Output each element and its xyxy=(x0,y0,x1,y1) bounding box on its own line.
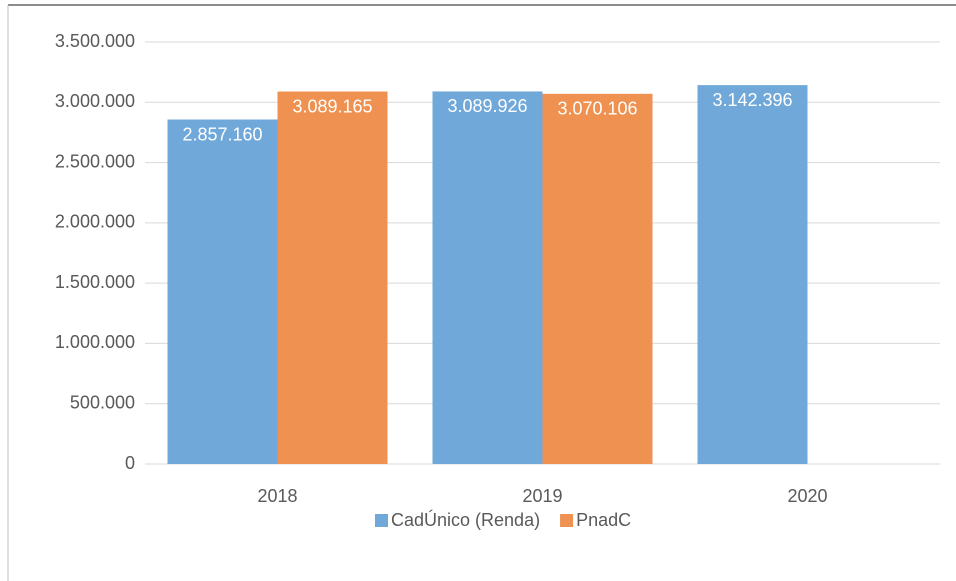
bar xyxy=(167,119,278,464)
bar xyxy=(697,85,808,464)
x-tick-label: 2020 xyxy=(787,486,827,506)
y-tick-label: 500.000 xyxy=(70,392,135,412)
bar xyxy=(432,91,543,464)
y-tick-label: 3.000.000 xyxy=(55,91,135,111)
legend-swatch xyxy=(375,514,388,527)
data-label: 3.142.396 xyxy=(712,90,792,110)
bar xyxy=(277,91,388,464)
legend-label: PnadC xyxy=(576,510,631,530)
legend-label: CadÚnico (Renda) xyxy=(391,509,540,530)
data-label: 2.857.160 xyxy=(182,124,262,144)
legend-swatch xyxy=(560,514,574,527)
y-tick-label: 2.500.000 xyxy=(55,151,135,171)
x-tick-label: 2018 xyxy=(257,486,297,506)
y-tick-label: 0 xyxy=(125,453,135,473)
y-tick-label: 2.000.000 xyxy=(55,212,135,232)
x-tick-label: 2019 xyxy=(522,486,562,506)
data-label: 3.070.106 xyxy=(557,99,637,119)
y-tick-label: 3.500.000 xyxy=(55,31,135,51)
data-label: 3.089.165 xyxy=(292,96,372,116)
y-tick-label: 1.500.000 xyxy=(55,272,135,292)
bar xyxy=(542,93,653,464)
y-tick-label: 1.000.000 xyxy=(55,332,135,352)
data-label: 3.089.926 xyxy=(447,96,527,116)
